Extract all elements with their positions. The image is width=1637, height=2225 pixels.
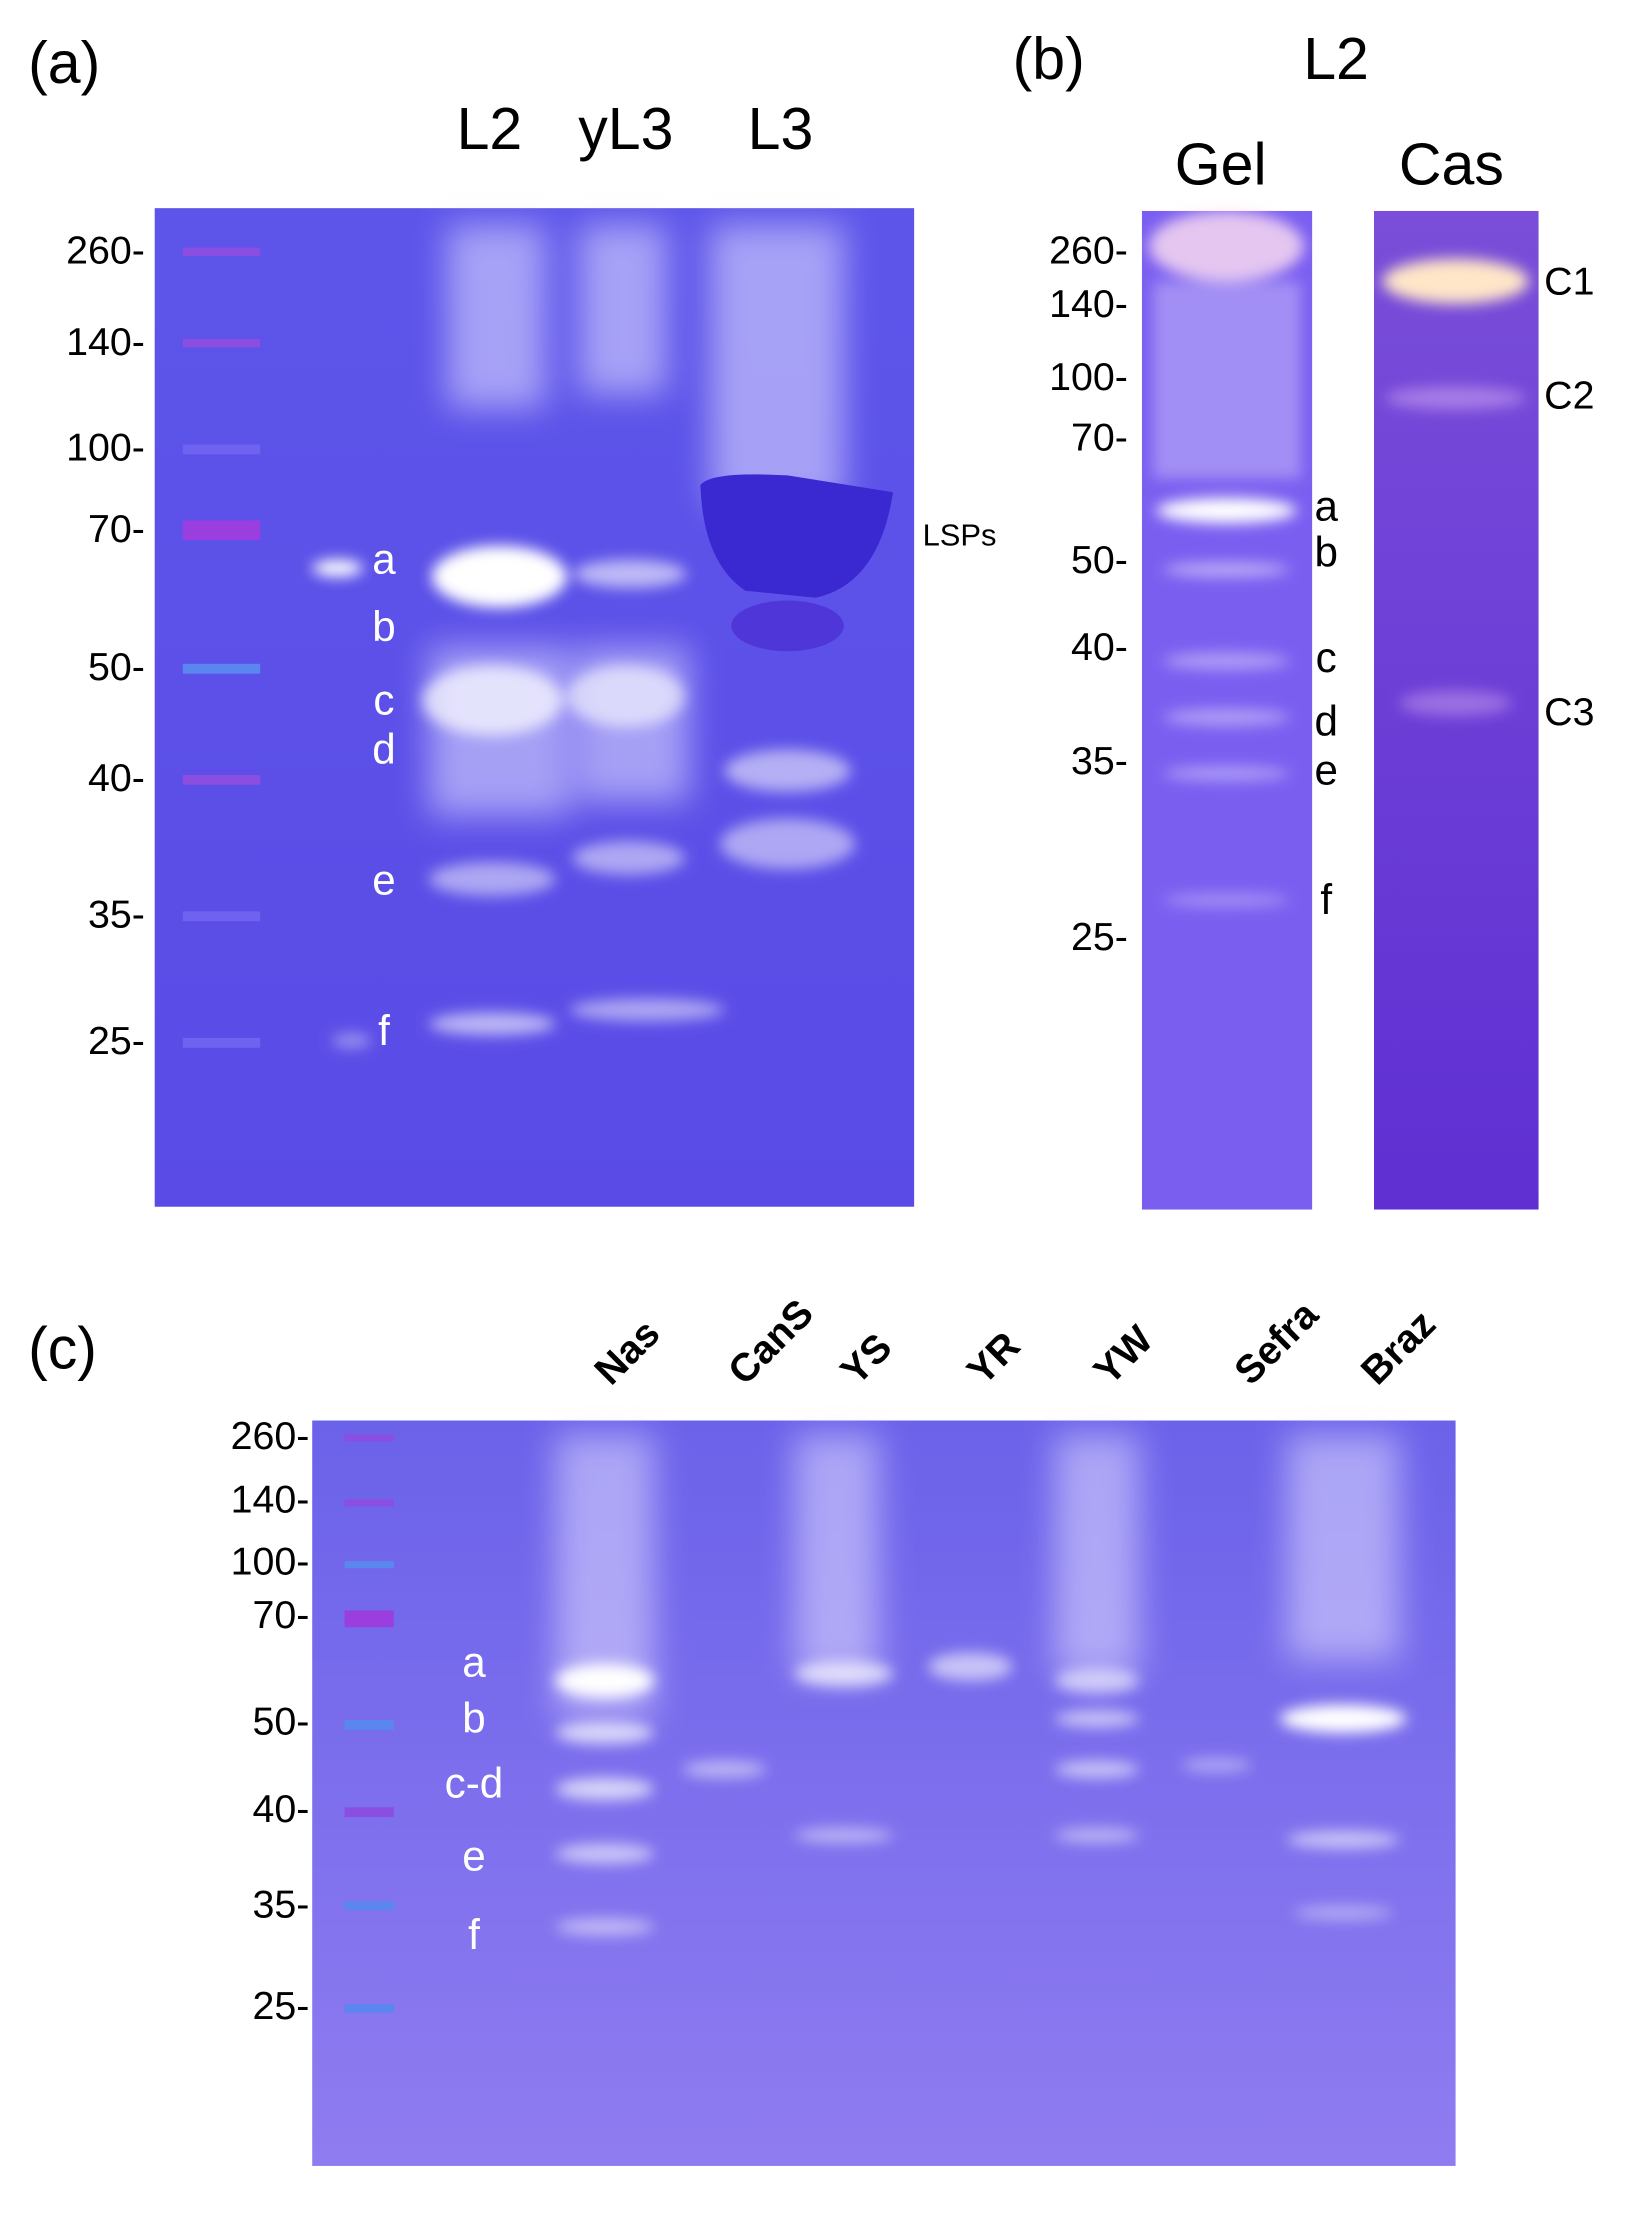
marker-label: 40- [1071,625,1128,669]
marker-label: 40- [88,756,145,800]
marker-label: 140- [66,320,145,364]
marker-label: 70- [253,1593,310,1637]
marker-label: 35- [88,892,145,936]
band-label: e [462,1832,485,1879]
marker-label: 100- [1049,355,1128,399]
lane-label: L3 [748,96,814,162]
marker-label: 50- [1071,538,1128,582]
band-label: c [1316,634,1337,681]
band-label: c-d [445,1759,504,1806]
marker-label: 35- [253,1883,310,1927]
marker-label: 50- [88,645,145,689]
band-label: d [372,726,395,773]
lane-group-label: L2 [1303,26,1369,92]
band-label: f [1320,876,1332,923]
band-label: f [378,1007,390,1054]
band-label: c [373,676,394,723]
band-label: b [372,603,395,650]
band-label: a [372,536,396,583]
marker-label: 100- [66,425,145,469]
lane-label: CanS [720,1291,822,1393]
lane-label: Sefra [1226,1292,1328,1394]
cas-band-label: C2 [1544,373,1594,417]
gel-b [1141,210,1539,1210]
lane-label: Gel [1175,131,1267,197]
marker-label: 260- [1049,229,1128,273]
panel-label: (a) [28,30,100,96]
marker-label: 140- [1049,282,1128,326]
band-label: b [462,1695,485,1742]
marker-label: 50- [253,1700,310,1744]
cas-band-label: C3 [1544,690,1594,734]
marker-label: 260- [231,1414,310,1458]
marker-label: 35- [1071,739,1128,783]
lane-label: L2 [457,96,523,162]
panel-label: (b) [1013,26,1085,92]
lane-label: YW [1085,1317,1162,1394]
lane-label: YR [959,1323,1029,1393]
marker-label: 70- [88,507,145,551]
band-label: b [1314,529,1337,576]
marker-label: 260- [66,229,145,273]
band-label: f [468,1911,480,1958]
marker-label: 40- [253,1787,310,1831]
cas-band-label: C1 [1544,260,1594,304]
marker-label: 25- [88,1019,145,1063]
marker-label: 25- [1071,915,1128,959]
band-label: e [1314,747,1337,794]
lane-label: yL3 [578,96,673,162]
panel-label: (c) [28,1316,97,1382]
lane-label: Braz [1353,1302,1444,1393]
lane-label: Cas [1399,131,1504,197]
gel-a [154,208,915,1207]
band-label: e [372,856,395,903]
marker-label: 140- [231,1477,310,1521]
band-label: a [462,1638,486,1685]
marker-label: 100- [231,1539,310,1583]
gel-c [312,1420,1456,2166]
lane-label: Nas [586,1311,668,1393]
band-label: a [1314,482,1338,529]
lane-label: YS [832,1325,900,1393]
annotation: LSPs [923,517,997,552]
band-label: d [1314,697,1337,744]
marker-label: 70- [1071,416,1128,460]
marker-label: 25- [253,1984,310,2028]
